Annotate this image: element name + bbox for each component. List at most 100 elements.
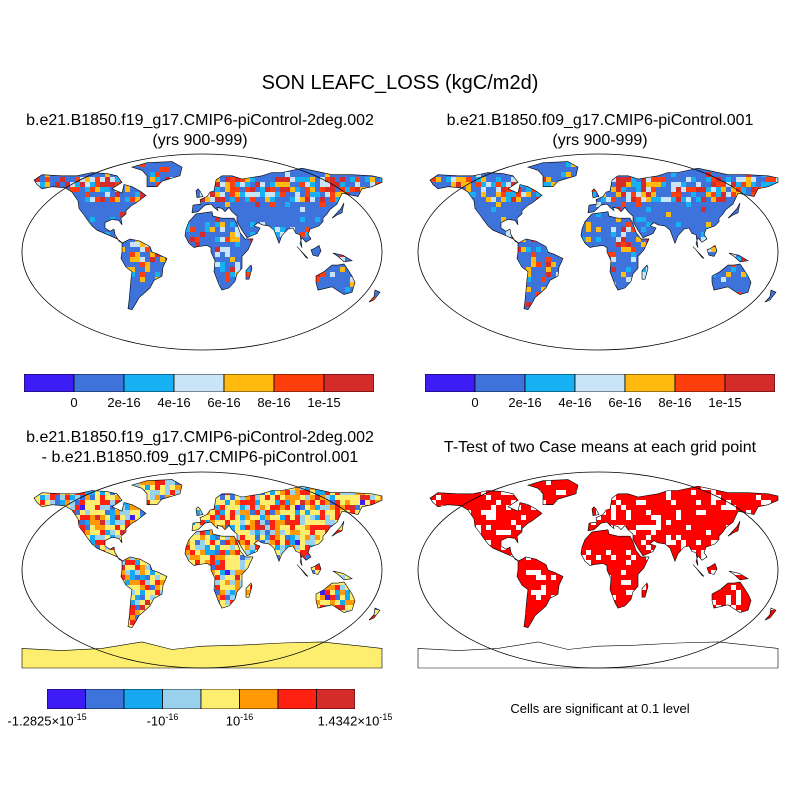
colorbar-swatch — [323, 374, 374, 392]
colorbar-tick-label: 0 — [471, 395, 479, 410]
map-boundary — [21, 153, 383, 351]
coastline-southamerica — [516, 238, 564, 311]
coastline-antarctica — [21, 641, 383, 669]
colorbar-swatch — [724, 374, 775, 392]
coastline-northamerica — [429, 490, 543, 562]
colorbar-tick-label: -10-16 — [146, 712, 179, 729]
colorbar-case2: 0 2e-16 4e-16 6e-16 8e-16 1e-15 — [425, 374, 775, 414]
panel-title-case1: b.e21.B1850.f19_g17.CMIP6-piControl-2deg… — [0, 111, 400, 151]
coastline-newguinea — [332, 252, 353, 263]
colorbar-tick-label: 6e-16 — [207, 395, 241, 410]
coastline-southamerica — [120, 238, 168, 311]
panel-title-case1-line2: (yrs 900-999) — [152, 132, 248, 149]
colorbar-swatch — [425, 374, 476, 392]
coastline-northamerica — [429, 172, 543, 244]
coastline-sumatra — [296, 564, 309, 577]
colorbar-swatch — [47, 689, 86, 709]
colorbar-swatch — [674, 374, 726, 392]
colorbar-swatch — [474, 374, 526, 392]
panel-title-difference-line2: - b.e21.B1850.f09_g17.CMIP6-piControl.00… — [41, 449, 359, 466]
land-field — [22, 479, 382, 668]
coastline-japan — [727, 520, 741, 537]
map-case1 — [21, 153, 383, 351]
coastline-newzealand — [368, 289, 381, 303]
panel-title-difference-line1: b.e21.B1850.f19_g17.CMIP6-piControl-2deg… — [26, 429, 374, 446]
coastline-newguinea — [332, 570, 353, 581]
colorbar-swatch — [85, 689, 125, 709]
colorbar-tick-label: 8e-16 — [658, 395, 692, 410]
coastline-madagascar — [245, 582, 253, 598]
coastline-greenland — [526, 161, 579, 187]
coastline-newguinea — [728, 570, 749, 581]
coastline-greenland — [130, 161, 183, 187]
coastline-sumatra — [692, 564, 705, 577]
colorbar-tick-label: 4e-16 — [558, 395, 592, 410]
coastline-japan — [331, 202, 345, 219]
colorbar-tick-label: 1e-15 — [307, 395, 341, 410]
panel-title-case1-line1: b.e21.B1850.f19_g17.CMIP6-piControl-2deg… — [26, 112, 374, 129]
coastline-northamerica — [33, 172, 147, 244]
coastline-japan — [727, 202, 741, 219]
coastline-eurasia — [587, 485, 779, 566]
colorbar-swatch — [123, 374, 175, 392]
coastline-japan — [331, 520, 345, 537]
panel-title-difference: b.e21.B1850.f19_g17.CMIP6-piControl-2deg… — [0, 428, 400, 468]
colorbar-difference: -1.2825×10-15 -10-16 10-16 1.4342×10-15 — [7, 689, 392, 733]
coastline-africa — [184, 529, 254, 609]
panel-title-ttest: T-Test of two Case means at each grid po… — [443, 439, 757, 456]
coastline-newzealand — [368, 607, 381, 621]
colorbar-swatch — [200, 689, 240, 709]
colorbar-tick-label: 8e-16 — [257, 395, 291, 410]
page-title: SON LEAFC_LOSS (kgC/m2d) — [261, 72, 539, 94]
map-boundary — [417, 153, 779, 351]
coastline-southamerica — [516, 556, 564, 629]
coastline-australia — [711, 581, 752, 613]
coastline-borneo — [310, 245, 322, 257]
map-case2 — [417, 153, 779, 351]
map-boundary — [417, 471, 779, 669]
colorbar-swatch — [173, 374, 225, 392]
coastline-australia — [711, 263, 752, 295]
coastline-uk — [591, 188, 600, 198]
significance-note: Cells are significant at 0.1 level — [510, 701, 690, 716]
coastline-africa — [580, 529, 650, 609]
coastline-sumatra — [296, 246, 309, 259]
coastline-uk — [195, 188, 204, 198]
colorbar-swatch — [277, 689, 317, 709]
coastline-madagascar — [641, 264, 649, 280]
colorbar-case1: 0 2e-16 4e-16 6e-16 8e-16 1e-15 — [24, 374, 374, 414]
panel-title-case2-line1: b.e21.B1850.f09_g17.CMIP6-piControl.001 — [446, 112, 754, 129]
colorbar-swatch — [162, 689, 202, 709]
coastline-greenland — [130, 479, 183, 505]
coastline-northamerica — [33, 490, 147, 562]
panel-title-case2: b.e21.B1850.f09_g17.CMIP6-piControl.001 … — [400, 111, 800, 151]
panel-title-case2-line2: (yrs 900-999) — [552, 132, 648, 149]
coastline-borneo — [706, 563, 718, 575]
coastline-eurasia — [191, 167, 383, 248]
colorbar-swatch — [223, 374, 275, 392]
coastline-borneo — [706, 245, 718, 257]
colorbar-swatch — [73, 374, 125, 392]
coastline-africa — [184, 211, 254, 291]
colorbar-swatch — [316, 689, 355, 709]
coastline-madagascar — [245, 264, 253, 280]
colorbar-swatch — [574, 374, 626, 392]
colorbar-swatch — [24, 374, 75, 392]
colorbar-swatch — [239, 689, 279, 709]
land-field — [418, 479, 778, 668]
coastline-sumatra — [692, 246, 705, 259]
colorbar-swatch — [624, 374, 676, 392]
coastline-madagascar — [641, 582, 649, 598]
coastline-newguinea — [728, 252, 749, 263]
colorbar-swatch — [273, 374, 325, 392]
coastline-newzealand — [764, 289, 777, 303]
coastline-greenland — [526, 479, 579, 505]
map-ttest — [417, 471, 779, 669]
colorbar-tick-label: 2e-16 — [107, 395, 141, 410]
coastline-newzealand — [764, 607, 777, 621]
colorbar-swatch — [123, 689, 163, 709]
map-difference — [21, 471, 383, 669]
colorbar-tick-label: 6e-16 — [608, 395, 642, 410]
colorbar-tick-label: -1.2825×10-15 — [7, 712, 87, 729]
coastline-australia — [315, 263, 356, 295]
